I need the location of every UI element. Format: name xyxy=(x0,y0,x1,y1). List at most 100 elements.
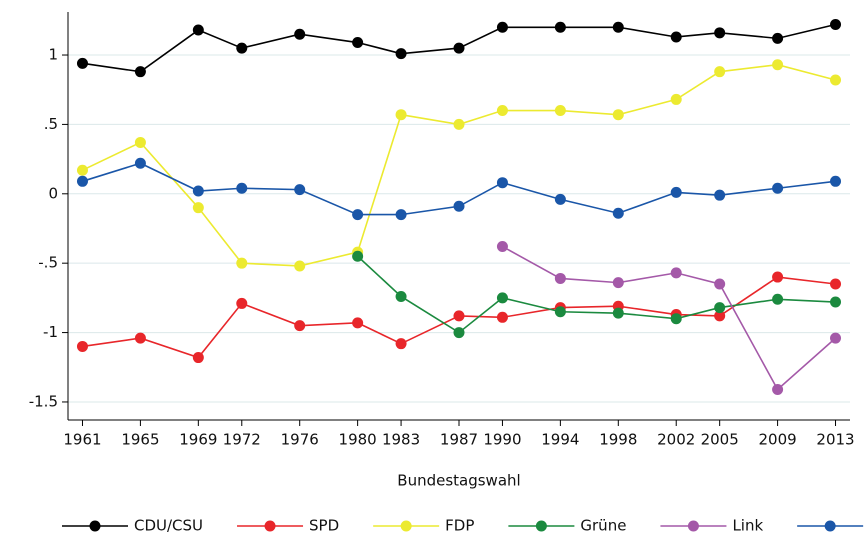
data-point xyxy=(192,185,204,197)
data-point xyxy=(496,177,508,189)
x-tick-label: 1998 xyxy=(599,431,637,449)
legend-marker xyxy=(687,520,699,532)
x-tick-label: 2005 xyxy=(701,431,739,449)
data-point xyxy=(192,24,204,36)
x-tick-label: 1987 xyxy=(440,431,478,449)
data-point xyxy=(772,32,784,44)
x-tick-label: 2009 xyxy=(758,431,796,449)
data-point xyxy=(294,184,306,196)
data-point xyxy=(496,21,508,33)
data-point xyxy=(714,27,726,39)
data-point xyxy=(76,340,88,352)
legend-label: FDP xyxy=(445,517,474,535)
data-point xyxy=(830,296,842,308)
legend-label: SPD xyxy=(309,517,339,535)
data-point xyxy=(453,310,465,322)
data-point xyxy=(714,278,726,290)
data-point xyxy=(76,175,88,187)
data-point xyxy=(395,209,407,221)
data-point xyxy=(772,59,784,71)
legend-label: Link xyxy=(732,517,763,535)
data-point xyxy=(830,278,842,290)
data-point xyxy=(134,332,146,344)
data-point xyxy=(352,209,364,221)
data-point xyxy=(134,66,146,78)
x-tick-label: 1969 xyxy=(179,431,217,449)
data-point xyxy=(670,267,682,279)
data-point xyxy=(76,164,88,176)
data-point xyxy=(453,118,465,130)
legend-marker xyxy=(824,520,836,532)
x-tick-label: 1990 xyxy=(483,431,521,449)
data-point xyxy=(554,193,566,205)
data-point xyxy=(192,352,204,364)
data-point xyxy=(496,292,508,304)
x-axis-label: Bundestagswahl xyxy=(397,472,520,490)
data-point xyxy=(236,297,248,309)
data-point xyxy=(830,74,842,86)
data-point xyxy=(772,293,784,305)
data-point xyxy=(134,136,146,148)
data-point xyxy=(830,175,842,187)
x-tick-label: 1980 xyxy=(339,431,377,449)
data-point xyxy=(714,310,726,322)
x-tick-label: 1972 xyxy=(223,431,261,449)
y-tick-label: 1 xyxy=(48,46,58,64)
data-point xyxy=(395,48,407,60)
legend-marker xyxy=(535,520,547,532)
data-point xyxy=(714,189,726,201)
legend-label: Grüne xyxy=(580,517,626,535)
data-point xyxy=(395,109,407,121)
data-point xyxy=(192,202,204,214)
data-point xyxy=(352,317,364,329)
x-tick-label: 1965 xyxy=(121,431,159,449)
data-point xyxy=(830,18,842,30)
y-tick-label: .5 xyxy=(44,115,58,133)
y-tick-label: -1.5 xyxy=(29,392,58,410)
data-point xyxy=(670,313,682,325)
data-point xyxy=(294,28,306,40)
data-point xyxy=(496,311,508,323)
data-point xyxy=(670,93,682,105)
data-point xyxy=(352,37,364,49)
data-point xyxy=(352,250,364,262)
data-point xyxy=(772,182,784,194)
legend-marker xyxy=(264,520,276,532)
x-tick-label: 2002 xyxy=(657,431,695,449)
series-line xyxy=(82,63,836,267)
y-tick-label: -1 xyxy=(43,323,58,341)
x-tick-label: 1983 xyxy=(382,431,420,449)
data-point xyxy=(395,338,407,350)
data-point xyxy=(134,157,146,169)
data-point xyxy=(554,105,566,117)
data-point xyxy=(670,186,682,198)
data-point xyxy=(612,307,624,319)
data-point xyxy=(395,290,407,302)
data-point xyxy=(554,272,566,284)
data-point xyxy=(453,42,465,54)
data-point xyxy=(714,302,726,314)
data-point xyxy=(554,306,566,318)
data-point xyxy=(453,327,465,339)
data-point xyxy=(236,182,248,194)
data-point xyxy=(453,200,465,212)
data-point xyxy=(554,21,566,33)
legend-marker xyxy=(89,520,101,532)
legend-marker xyxy=(400,520,412,532)
x-tick-label: 1994 xyxy=(541,431,579,449)
data-point xyxy=(612,207,624,219)
y-tick-label: 0 xyxy=(48,184,58,202)
series-line xyxy=(357,255,836,334)
data-point xyxy=(830,332,842,344)
data-point xyxy=(76,57,88,69)
data-point xyxy=(714,66,726,78)
x-tick-label: 1976 xyxy=(281,431,319,449)
y-tick-label: -.5 xyxy=(38,254,58,272)
x-tick-label: 1961 xyxy=(63,431,101,449)
data-point xyxy=(772,383,784,395)
data-point xyxy=(612,109,624,121)
data-point xyxy=(496,105,508,117)
data-point xyxy=(612,21,624,33)
data-point xyxy=(294,260,306,272)
